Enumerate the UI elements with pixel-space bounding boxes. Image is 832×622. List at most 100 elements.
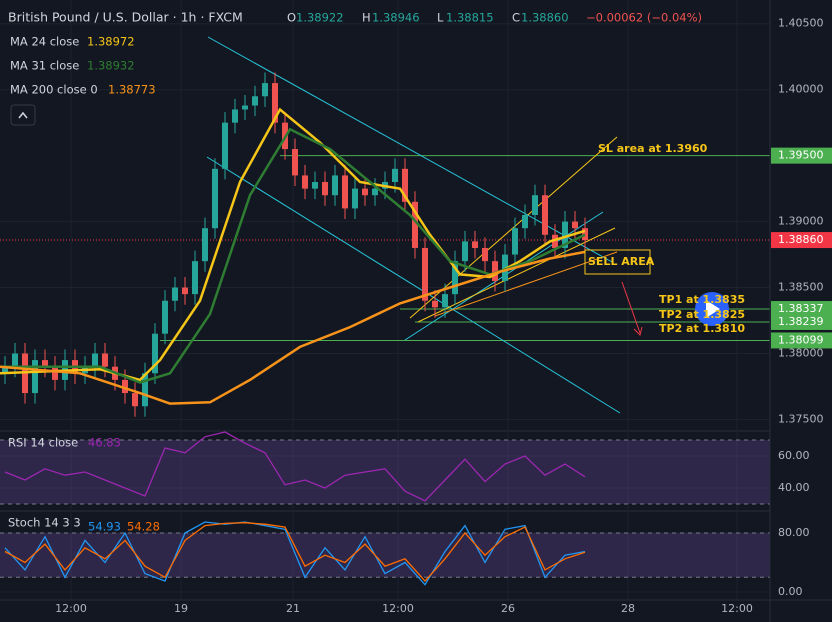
candle-body [422,247,428,301]
x-tick-label: 12:00 [721,602,753,615]
price-label: 1.38337 [778,302,824,315]
candle-body [312,182,318,189]
change: −0.00062 (−0.04%) [586,11,702,25]
y-tick-label: 80.00 [778,526,810,539]
ohlc-key: O [287,11,296,25]
candle-body [212,168,218,229]
y-tick-label: 0.00 [778,585,803,598]
price-label-box [771,313,832,330]
chevron-icon [18,111,28,119]
candle-body [252,96,258,106]
price-label: 1.38860 [778,233,824,246]
candle-body [92,353,98,367]
y-tick-label: 1.39000 [778,215,824,228]
candle-body [182,287,188,295]
x-tick-label: 12:00 [55,602,87,615]
candle-body [102,353,108,367]
candle-body [472,241,478,248]
candle-body [552,234,558,248]
play-button[interactable] [695,292,729,326]
candle-body [272,83,278,123]
support-line [417,227,616,323]
candle-body [482,247,488,262]
candle-body [132,393,138,407]
candle-body [122,379,128,394]
candle-body [492,261,498,281]
candle-body [172,287,178,301]
x-tick-label: 26 [501,602,515,615]
candle-body [392,168,398,183]
candle-body [232,109,238,123]
y-tick-label: 1.38500 [778,281,824,294]
ohlc-key: L [437,11,444,25]
candle-body [362,188,368,196]
labels: 1.40500 1.40000 1.39000 1.38500 1.38000 1.375… [8,10,832,615]
series-line [0,127,586,384]
candle-body [562,221,568,248]
collapse-button[interactable] [10,104,36,126]
candle-body [582,228,588,241]
series-line [4,522,586,582]
x-tick-label: 28 [621,602,635,615]
candle-body [462,241,468,262]
arrow-head [633,326,643,336]
legend-value: 1.38932 [87,59,135,73]
candle-body [322,182,328,196]
price-label: 1.39500 [778,149,824,162]
candle-body [442,294,448,308]
annotation: TP2 at 1.3810 [659,322,745,335]
series-line [4,521,586,586]
ohlc-value: 1.38922 [296,11,344,25]
sell-area-box [584,249,651,275]
annotation: TP2 at 1.3825 [659,308,745,321]
candle-body [52,366,58,380]
candle-body [152,333,158,374]
candle-body [342,175,348,209]
price-label-box [771,301,832,318]
legend-value: 54.28 [127,520,160,534]
price-label-box [771,232,832,249]
y-tick-label: 1.40000 [778,83,824,96]
candle-body [432,300,438,308]
candle-body [372,188,378,196]
legend-value: 46.83 [88,436,121,450]
candle-body [32,360,38,394]
x-tick-label: 12:00 [382,602,414,615]
candle-body [292,149,298,176]
price-label-box [771,147,832,164]
candle-body [522,215,528,229]
candle-body [242,105,248,110]
candle-body [572,221,578,229]
support-line [434,251,618,317]
x-tick-label: 19 [174,602,188,615]
arrow [621,281,641,334]
button-frame[interactable] [10,104,36,126]
plot [0,72,588,586]
candle-body [192,261,198,295]
candle-body [202,228,208,262]
y-tick-label: 1.37500 [778,412,824,425]
candle-body [402,168,408,202]
chart-title: British Pound / U.S. Dollar · 1h · FXCM [8,10,243,25]
candle-body [532,195,538,215]
candle-body [142,373,148,407]
band-fill [0,440,770,504]
price-label: 1.38239 [778,315,824,328]
price-label: 1.38099 [778,333,824,346]
channel-line [206,156,621,414]
legend-name: MA 24 close [10,35,79,49]
legend-value: 1.38773 [108,83,156,97]
band-fill [0,533,770,578]
ohlc-key: H [362,11,371,25]
candle-body [42,360,48,367]
pane-title: RSI 14 close [8,436,78,450]
candle-body [262,83,268,97]
annotation: SL area at 1.3960 [598,142,708,155]
annotation: TP1 at 1.3835 [659,293,745,306]
candle-body [412,201,418,248]
bands [0,439,770,578]
ohlc-value: 1.38860 [521,11,569,25]
